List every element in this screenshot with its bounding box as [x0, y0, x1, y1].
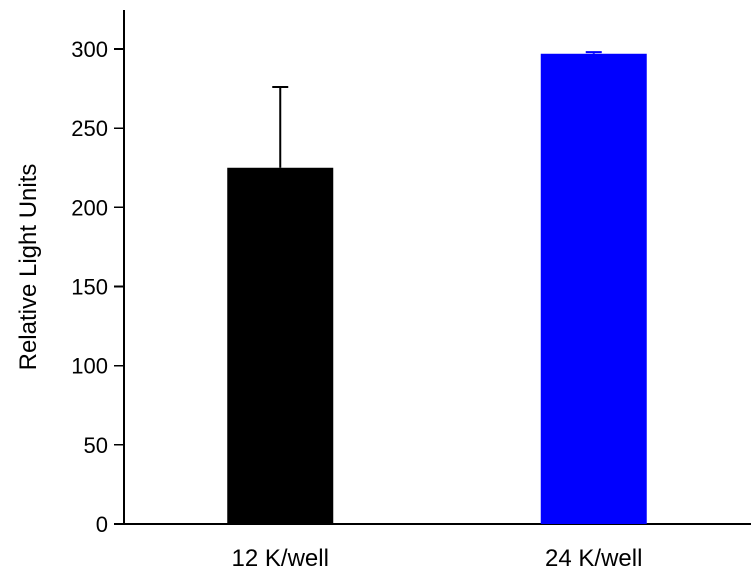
y-tick-label: 200	[71, 195, 108, 220]
y-tick-label: 100	[71, 354, 108, 379]
bar	[227, 167, 334, 524]
y-axis-title: Relative Light Units	[15, 164, 42, 371]
y-tick-label: 300	[71, 37, 108, 62]
bars	[227, 53, 647, 525]
x-tick-label: 24 K/well	[545, 545, 642, 572]
y-axis: 0 50 100 150 200 250 300	[71, 10, 125, 537]
x-tick-label: 12 K/well	[232, 545, 329, 572]
y-tick-label: 0	[96, 512, 108, 537]
y-tick-label: 250	[71, 116, 108, 141]
y-tick-label: 150	[71, 275, 108, 300]
bar	[540, 53, 647, 525]
error-bars	[272, 51, 602, 168]
y-tick-label: 50	[84, 433, 108, 458]
x-axis: 12 K/well 24 K/well	[124, 523, 751, 572]
